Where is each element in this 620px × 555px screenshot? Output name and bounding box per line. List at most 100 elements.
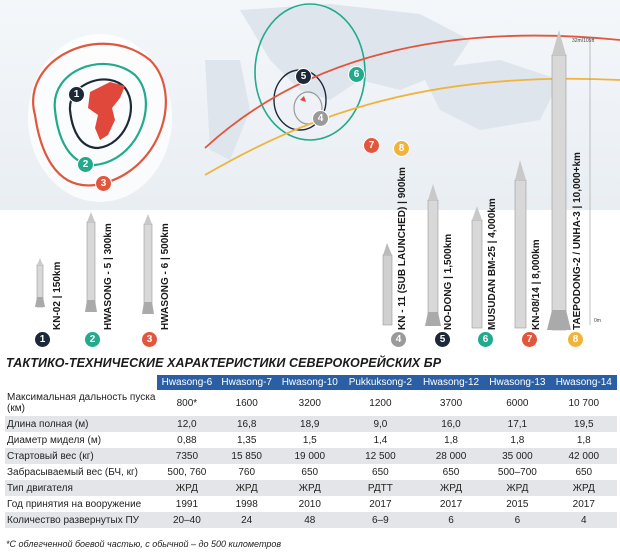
table-row: Диаметр миделя (м) 0,88 1,35 1,5 1,4 1,8… (5, 432, 617, 448)
row-label: Забрасываемый вес (БЧ, кг) (7, 466, 138, 478)
badge-3-icon: 3 (95, 175, 112, 192)
north-korea-shape (88, 82, 125, 140)
table-cell: 1,8 (576, 434, 591, 446)
table-cell: 19,5 (550, 416, 617, 432)
row-label: Стартовый вес (кг) (5, 448, 157, 464)
map-svg (32, 3, 620, 331)
table-header-row: Hwasong-6 Hwasong-7 Hwasong-10 Pukkukson… (5, 375, 617, 390)
missile-hwasong6 (142, 214, 154, 314)
missile-badge-4-icon: 4 (390, 331, 407, 348)
range-ring-3 (32, 42, 167, 187)
missile-badge-8-icon: 8 (567, 331, 584, 348)
table-cell: 0,88 (177, 434, 197, 446)
table-cell: 500–700 (497, 466, 537, 478)
row-label: Максимальная дальность пуска (км) (7, 392, 156, 414)
table-cell: 42 000 (550, 448, 617, 464)
row-label: Длина полная (м) (5, 416, 157, 432)
table-cell: 1,4 (373, 434, 388, 446)
table-cell: 1998 (235, 498, 258, 510)
range-ring-2 (53, 62, 147, 167)
table-cell: 1,8 (510, 434, 525, 446)
missile-badge-6-icon: 6 (477, 331, 494, 348)
col-header: Hwasong-10 (276, 375, 343, 390)
col-header: Hwasong-14 (550, 375, 617, 390)
col-header: Hwasong-13 (484, 375, 551, 390)
missile-badge-3-icon: 3 (141, 331, 158, 348)
table-cell: 800* (176, 397, 198, 409)
table-row: Количество развернутых ПУ 20–40 24 48 6–… (5, 512, 617, 528)
table-cell: 500, 760 (167, 466, 207, 478)
table-row: Год принятия на вооружение 1991 1998 201… (5, 496, 617, 512)
table-cell: 19 000 (276, 448, 343, 464)
table-cell: 2010 (298, 498, 321, 510)
table-cell: 16,0 (417, 416, 485, 432)
table-row: Максимальная дальность пуска (км) 800* 1… (5, 390, 617, 416)
table-cell: 2015 (506, 498, 529, 510)
table-cell: 650 (442, 466, 460, 478)
table-cell: 1,8 (444, 434, 458, 446)
missile-hwasong5 (85, 212, 97, 312)
table-cell: 1200 (369, 397, 392, 409)
scale-bottom-label: 0m (594, 318, 601, 324)
badge-4-icon: 4 (312, 110, 329, 127)
missile-label-kn11: KN - 11 (SUB LAUNCHED) | 900km (397, 167, 408, 330)
missile-kn02 (35, 258, 45, 308)
badge-7-icon: 7 (363, 137, 380, 154)
table-cell: 2017 (439, 498, 463, 510)
table-cell: ЖРД (484, 480, 551, 496)
table-cell: 10 700 (568, 397, 600, 409)
table-cell: ЖРД (216, 480, 277, 496)
table-cell: 6000 (506, 397, 529, 409)
table-cell: 48 (276, 512, 343, 528)
missile-nodong (425, 184, 441, 326)
table-cell: 16,8 (216, 416, 277, 432)
missile-kn11 (382, 243, 393, 326)
table-cell: ЖРД (276, 480, 343, 496)
north-korea-mini (300, 96, 306, 102)
table-cell: 6 (417, 512, 485, 528)
table-cell: РДТТ (342, 480, 418, 496)
table-cell: 20–40 (157, 512, 217, 528)
table-cell: 35 000 (484, 448, 551, 464)
missile-badge-5-icon: 5 (434, 331, 451, 348)
missile-label-hwasong5: HWASONG - 5 | 300km (103, 223, 114, 330)
continents (205, 4, 560, 160)
table-cell: 1991 (175, 498, 199, 510)
range-arc-7 (204, 34, 620, 149)
table-cell: 3200 (298, 397, 321, 409)
missile-label-taepodong: TAEPODONG-2 / UNHA-3 | 10,000+km (572, 152, 583, 330)
missile-label-hwasong6: HWASONG - 6 | 500km (160, 223, 171, 330)
table-cell: 1,35 (236, 434, 257, 446)
table-cell: 2017 (572, 498, 595, 510)
row-label: Год принятия на вооружение (7, 498, 142, 510)
table-cell: 12,0 (157, 416, 217, 432)
table-cell: 6 (484, 512, 551, 528)
row-label: Тип двигателя (5, 480, 157, 496)
badge-6-icon: 6 (348, 66, 365, 83)
table-cell: ЖРД (157, 480, 217, 496)
missile-kn08 (514, 160, 527, 329)
range-ring-6 (254, 3, 366, 141)
table-cell: 3700 (439, 397, 463, 409)
badge-1-icon: 1 (68, 86, 85, 103)
table-cell: 6–9 (342, 512, 418, 528)
range-ring-1 (68, 78, 132, 150)
table-cell: 4 (550, 512, 617, 528)
table-row: Стартовый вес (кг) 7350 15 850 19 000 12… (5, 448, 617, 464)
specs-table: Hwasong-6 Hwasong-7 Hwasong-10 Pukkukson… (5, 375, 617, 528)
col-header: Hwasong-7 (216, 375, 277, 390)
col-header: Pukkuksong-2 (342, 375, 418, 390)
missile-badge-1-icon: 1 (34, 331, 51, 348)
missile-badge-2-icon: 2 (84, 331, 101, 348)
scale-top-label: 32m/105ft (572, 38, 595, 44)
row-label: Диаметр миделя (м) (7, 434, 102, 446)
badge-2-icon: 2 (77, 156, 94, 173)
table-cell: 2017 (369, 498, 392, 510)
table-cell: 15 850 (216, 448, 277, 464)
table-cell: ЖРД (550, 480, 617, 496)
header-corner (5, 375, 157, 390)
col-header: Hwasong-6 (157, 375, 217, 390)
table-title: ТАКТИКО-ТЕХНИЧЕСКИЕ ХАРАКТЕРИСТИКИ СЕВЕР… (6, 356, 442, 370)
table-cell: 12 500 (342, 448, 418, 464)
col-header: Hwasong-12 (417, 375, 485, 390)
